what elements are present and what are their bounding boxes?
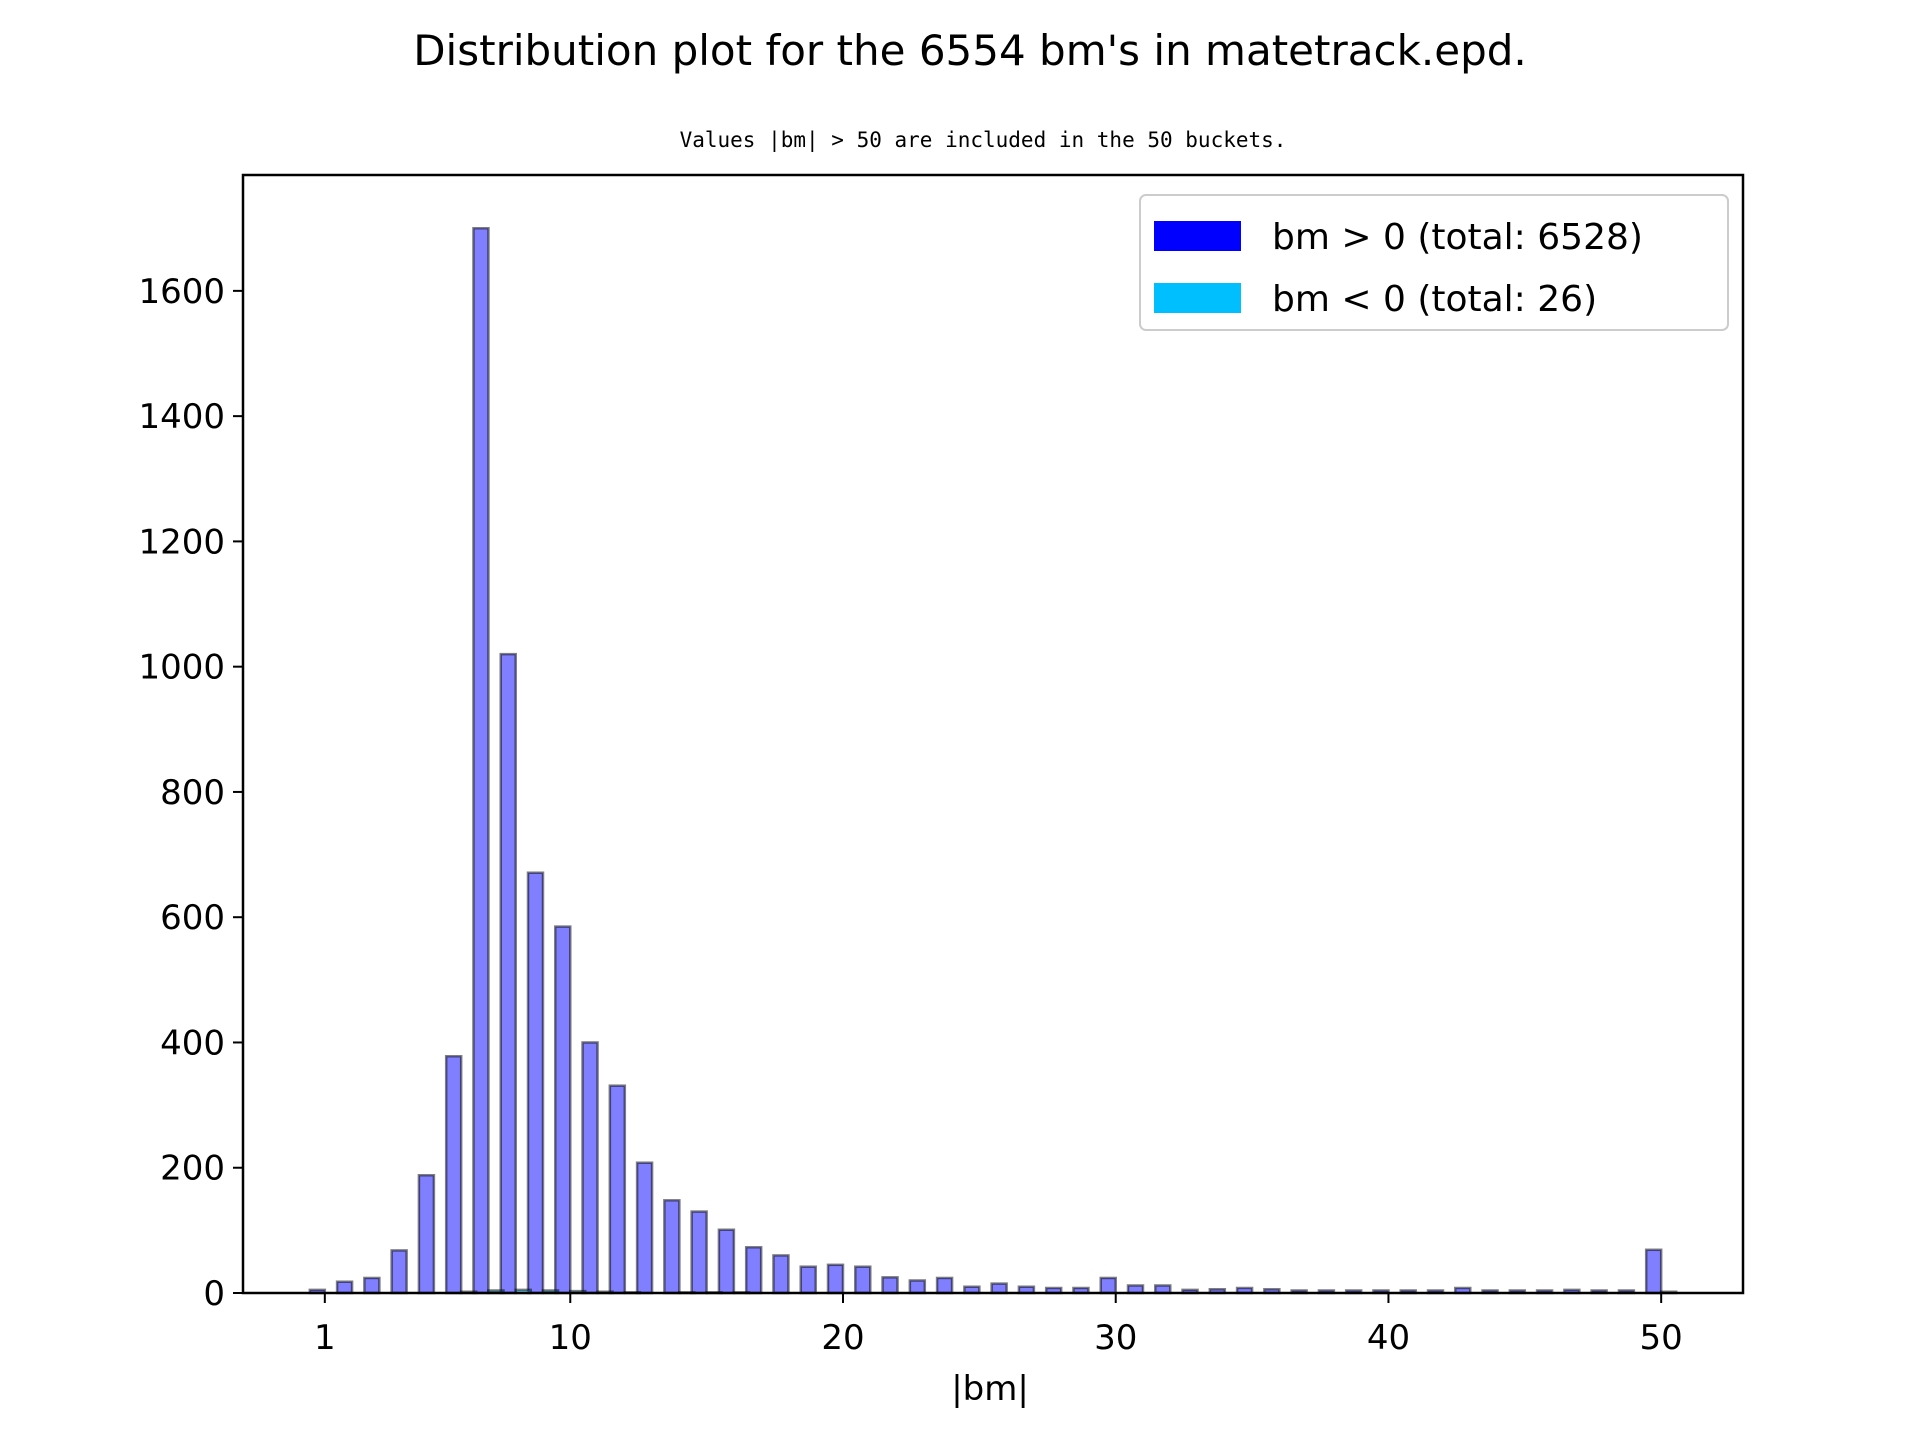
bar [608,1084,627,1295]
y-tick-label: 0 [203,1274,225,1314]
legend-swatch [1154,221,1241,251]
bar [881,1276,899,1295]
bar [526,871,545,1295]
bar [499,652,517,1295]
bar [854,1265,872,1295]
y-tick-label: 800 [160,773,225,813]
x-tick-label: 10 [549,1318,592,1358]
legend-swatch [1154,283,1241,313]
axes-layer: 1 10 20 30 40 50 0 200 400 600 800 1000 1200 1400 1600 [138,272,1682,1358]
bar [363,1276,381,1295]
x-tick-label: 40 [1367,1318,1410,1358]
bar [990,1282,1008,1295]
bar [772,1254,790,1295]
bar [390,1249,408,1295]
bar [472,226,490,1295]
x-tick-label: 50 [1640,1318,1683,1358]
bar [717,1228,736,1295]
bars-layer [308,226,1678,1295]
y-tick-label: 200 [160,1149,225,1189]
bar [1644,1248,1663,1295]
plot-area-frame [241,173,1745,1295]
bar [335,1280,354,1295]
bar [690,1210,708,1295]
bar [826,1263,845,1295]
legend-label: bm < 0 (total: 26) [1272,279,1597,320]
bar [799,1265,817,1295]
y-tick-label: 1200 [138,522,225,562]
chart-title: Distribution plot for the 6554 bm's in m… [413,26,1527,75]
bar [581,1041,599,1295]
legend-label: bm > 0 (total: 6528) [1272,217,1643,258]
x-tick-label: 30 [1094,1318,1137,1358]
y-tick-label: 1600 [138,272,225,312]
y-tick-label: 1400 [138,397,225,437]
bar [635,1161,654,1295]
y-tick-label: 1000 [138,648,225,688]
bar [908,1279,927,1295]
bar [1099,1276,1117,1295]
y-tick-label: 400 [160,1023,225,1063]
x-tick-label: 1 [314,1318,336,1358]
y-tick-label: 600 [160,898,225,938]
series-1 [308,226,1663,1295]
x-tick-label: 20 [821,1318,864,1358]
bar [444,1054,463,1295]
legend: bm > 0 (total: 6528) bm < 0 (total: 26) [1139,194,1729,331]
chart-subtitle: Values |bm| > 50 are included in the 50 … [680,128,1287,153]
bar [935,1276,954,1295]
bar [744,1246,763,1295]
bar [663,1199,681,1295]
bar [417,1173,436,1295]
x-axis-label: |bm| [951,1369,1029,1409]
bar [554,925,572,1295]
legend-box [1139,194,1729,331]
